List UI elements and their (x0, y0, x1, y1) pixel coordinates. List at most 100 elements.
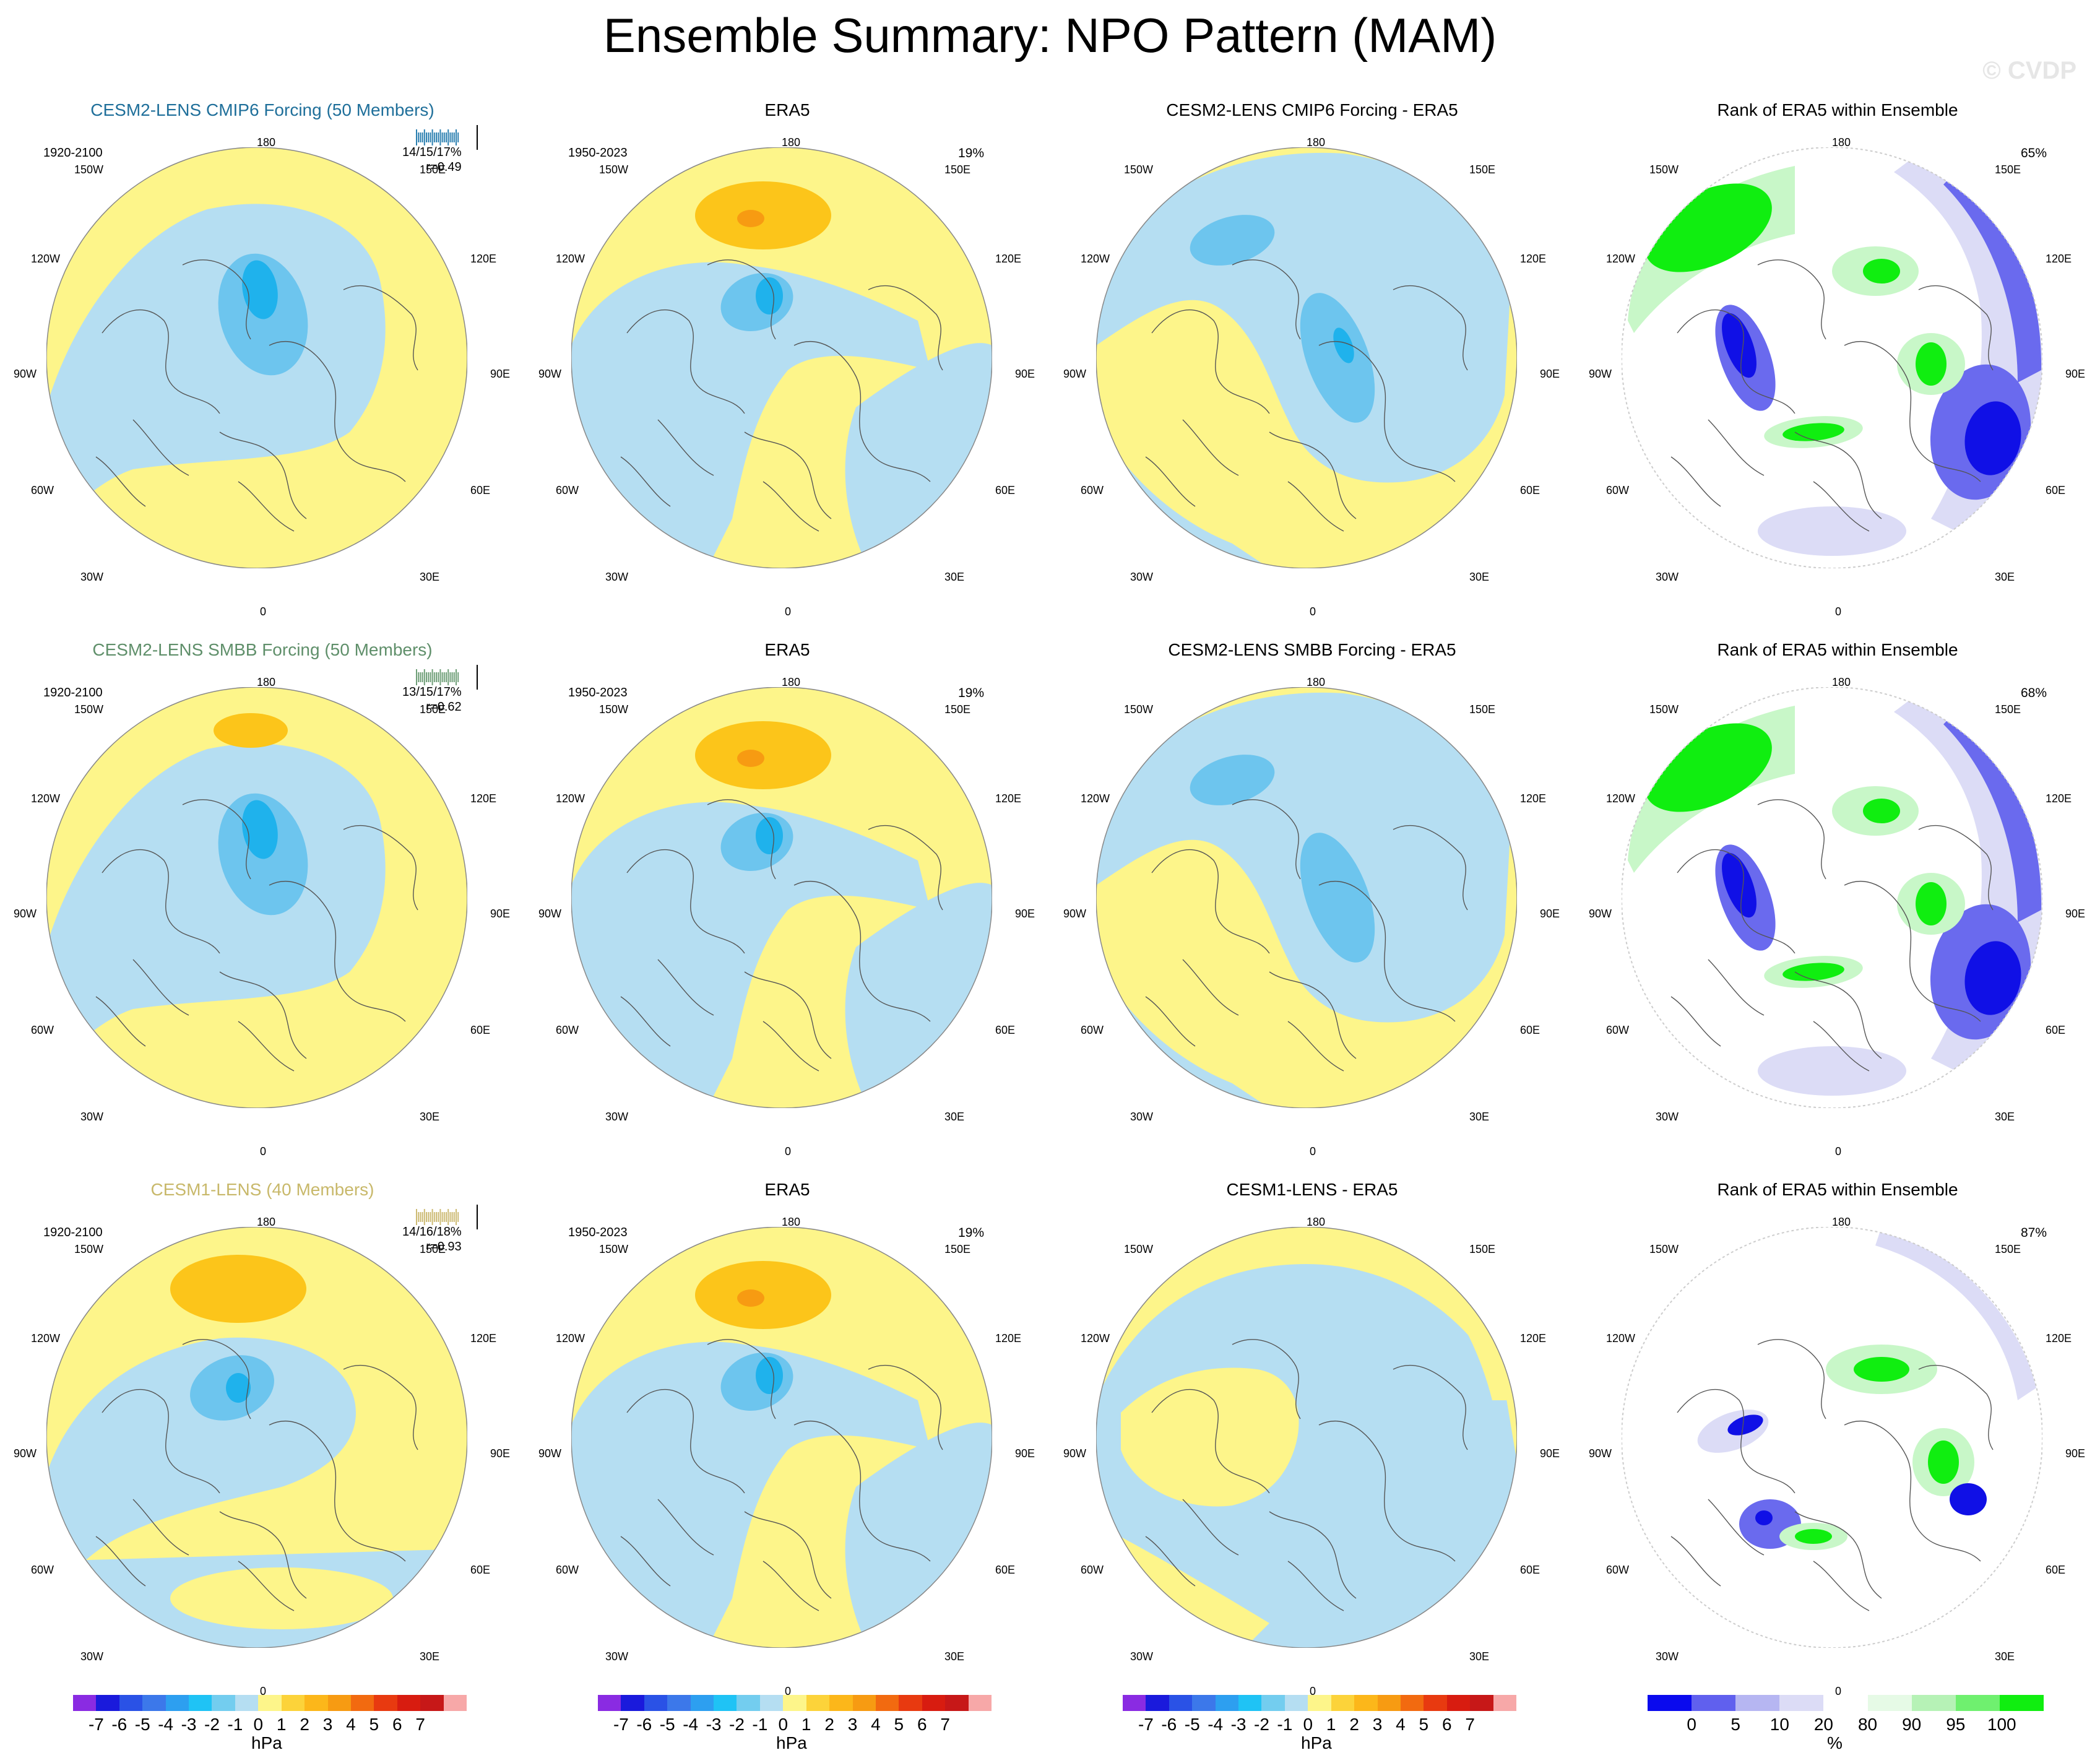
coastline (1918, 1364, 1994, 1450)
longitude-label: 60W (556, 1024, 579, 1036)
panel-title: CESM1-LENS (40 Members) (150, 1180, 374, 1199)
longitude-label: 30E (1995, 1650, 2015, 1663)
colorbar-label: 1 (1326, 1715, 1336, 1734)
longitude-label: 30E (1995, 571, 2015, 583)
colorbar-cell (420, 1695, 444, 1711)
coastline (1670, 456, 1721, 507)
polar-map (46, 147, 467, 568)
panel-title: Rank of ERA5 within Ensemble (1717, 1180, 1958, 1199)
coastline (269, 881, 406, 1022)
longitude-label: 90W (538, 1447, 562, 1460)
colorbar-label: -4 (683, 1715, 699, 1734)
longitude-label: 150W (74, 163, 104, 176)
colorbar-cell (968, 1695, 992, 1711)
longitude-label: 30W (80, 1111, 104, 1123)
colorbar-cell (1261, 1695, 1285, 1711)
polar-map (46, 1227, 467, 1648)
ensemble-stats: 14/15/17% r=0.49 (402, 145, 462, 175)
panel-obs-row3: ERA5 1950-2023 19% 180 0 150W 150E 120W 120E 90W 9… (525, 1180, 1050, 1718)
coastline (793, 341, 931, 482)
longitude-label: 90E (1540, 368, 1560, 380)
colorbar-label: -7 (613, 1715, 629, 1734)
longitude-label: 90W (14, 368, 37, 380)
coastline (95, 1536, 146, 1587)
longitude-label: 180 (1832, 676, 1851, 688)
coastline (1708, 959, 1765, 1016)
coastline (1918, 285, 1994, 371)
longitude-label: 90E (1015, 907, 1035, 920)
coastline (657, 959, 714, 1016)
panel-rank-row1: Rank of ERA5 within Ensemble 65% 180 0 150W 1… (1575, 100, 2100, 639)
colorbar-label: 2 (1349, 1715, 1359, 1734)
colorbar-cell (644, 1695, 668, 1711)
longitude-label: 90E (1015, 368, 1035, 380)
rank-region (1755, 1510, 1773, 1525)
coastline (868, 825, 943, 911)
colorbar-cell (759, 1695, 784, 1711)
coastline (182, 1339, 251, 1419)
longitude-label: 180 (782, 1216, 801, 1228)
longitude-label: 0 (260, 605, 267, 618)
longitude-label: 180 (1832, 1216, 1851, 1228)
longitude-label: 60W (31, 484, 54, 496)
colorbar-cell (235, 1695, 259, 1711)
coastline (343, 825, 418, 911)
coastline (132, 1499, 189, 1556)
coastline (1670, 1536, 1721, 1587)
coastline (620, 1536, 671, 1587)
colorbar-cell (875, 1695, 899, 1711)
high-pressure-region (737, 1289, 764, 1307)
longitude-label: 0 (1835, 1145, 1842, 1158)
longitude-label: 60E (2046, 1024, 2066, 1036)
coastline (793, 881, 931, 1022)
rank-region (1863, 259, 1900, 284)
low-pressure-region (1333, 327, 1354, 363)
longitude-label: 90E (2065, 1447, 2086, 1460)
colorbar-cell (1284, 1695, 1308, 1711)
panel-diff-row2: CESM2-LENS SMBB Forcing - ERA5 180 0 150W 15… (1050, 640, 1575, 1179)
high-pressure-region (737, 750, 764, 767)
polar-map (46, 687, 467, 1108)
coastline (707, 259, 776, 340)
low-pressure-region (1096, 1264, 1517, 1648)
rank-region (1875, 1227, 2036, 1400)
coastline (102, 849, 220, 954)
coastline (1813, 1561, 1870, 1611)
colorbar-label: -1 (1277, 1715, 1293, 1734)
coastline (1145, 996, 1196, 1047)
coastline (1813, 481, 1870, 532)
period-label: 1950-2023 (568, 686, 628, 700)
panel-rank-row2: Rank of ERA5 within Ensemble 68% 180 0 150W 1… (1575, 640, 2100, 1179)
colorbar-cell (829, 1695, 853, 1711)
low-pressure-region (46, 743, 386, 1083)
coastline (182, 259, 251, 340)
colorbar-label: -4 (158, 1715, 174, 1734)
coastline (182, 799, 251, 880)
colorbar-label: 80 (1857, 1715, 1878, 1734)
colorbar-label: -6 (636, 1715, 652, 1734)
longitude-label: 60E (995, 484, 1016, 496)
percent-label: 87% (2021, 1226, 2047, 1240)
longitude-label: 30E (420, 571, 440, 583)
longitude-label: 150E (1469, 703, 1496, 716)
coastline (219, 971, 307, 1059)
longitude-label: 120W (1606, 1332, 1636, 1345)
coastline (620, 996, 671, 1047)
longitude-label: 60E (995, 1024, 1016, 1036)
coastline (744, 971, 832, 1059)
rank-region (1722, 313, 1756, 378)
colorbar-label: 1 (276, 1715, 287, 1734)
coastline (707, 799, 776, 880)
longitude-label: 30W (1656, 1111, 1679, 1123)
panel-obs-row1: ERA5 1950-2023 19% 180 0 150W 150E 120W 120E 90W 9… (525, 100, 1050, 639)
colorbar-label: -5 (659, 1715, 675, 1734)
longitude-label: 60E (995, 1564, 1016, 1576)
colorbar-label: 0 (253, 1715, 264, 1734)
longitude-label: 90E (2065, 907, 2086, 920)
colorbar-cell (1999, 1695, 2044, 1711)
longitude-label: 150W (1124, 1243, 1154, 1255)
colorbar-cell (258, 1695, 282, 1711)
longitude-label: 120E (1520, 253, 1547, 265)
colorbar-cell (737, 1695, 761, 1711)
colorbar-label: 5 (894, 1715, 904, 1734)
